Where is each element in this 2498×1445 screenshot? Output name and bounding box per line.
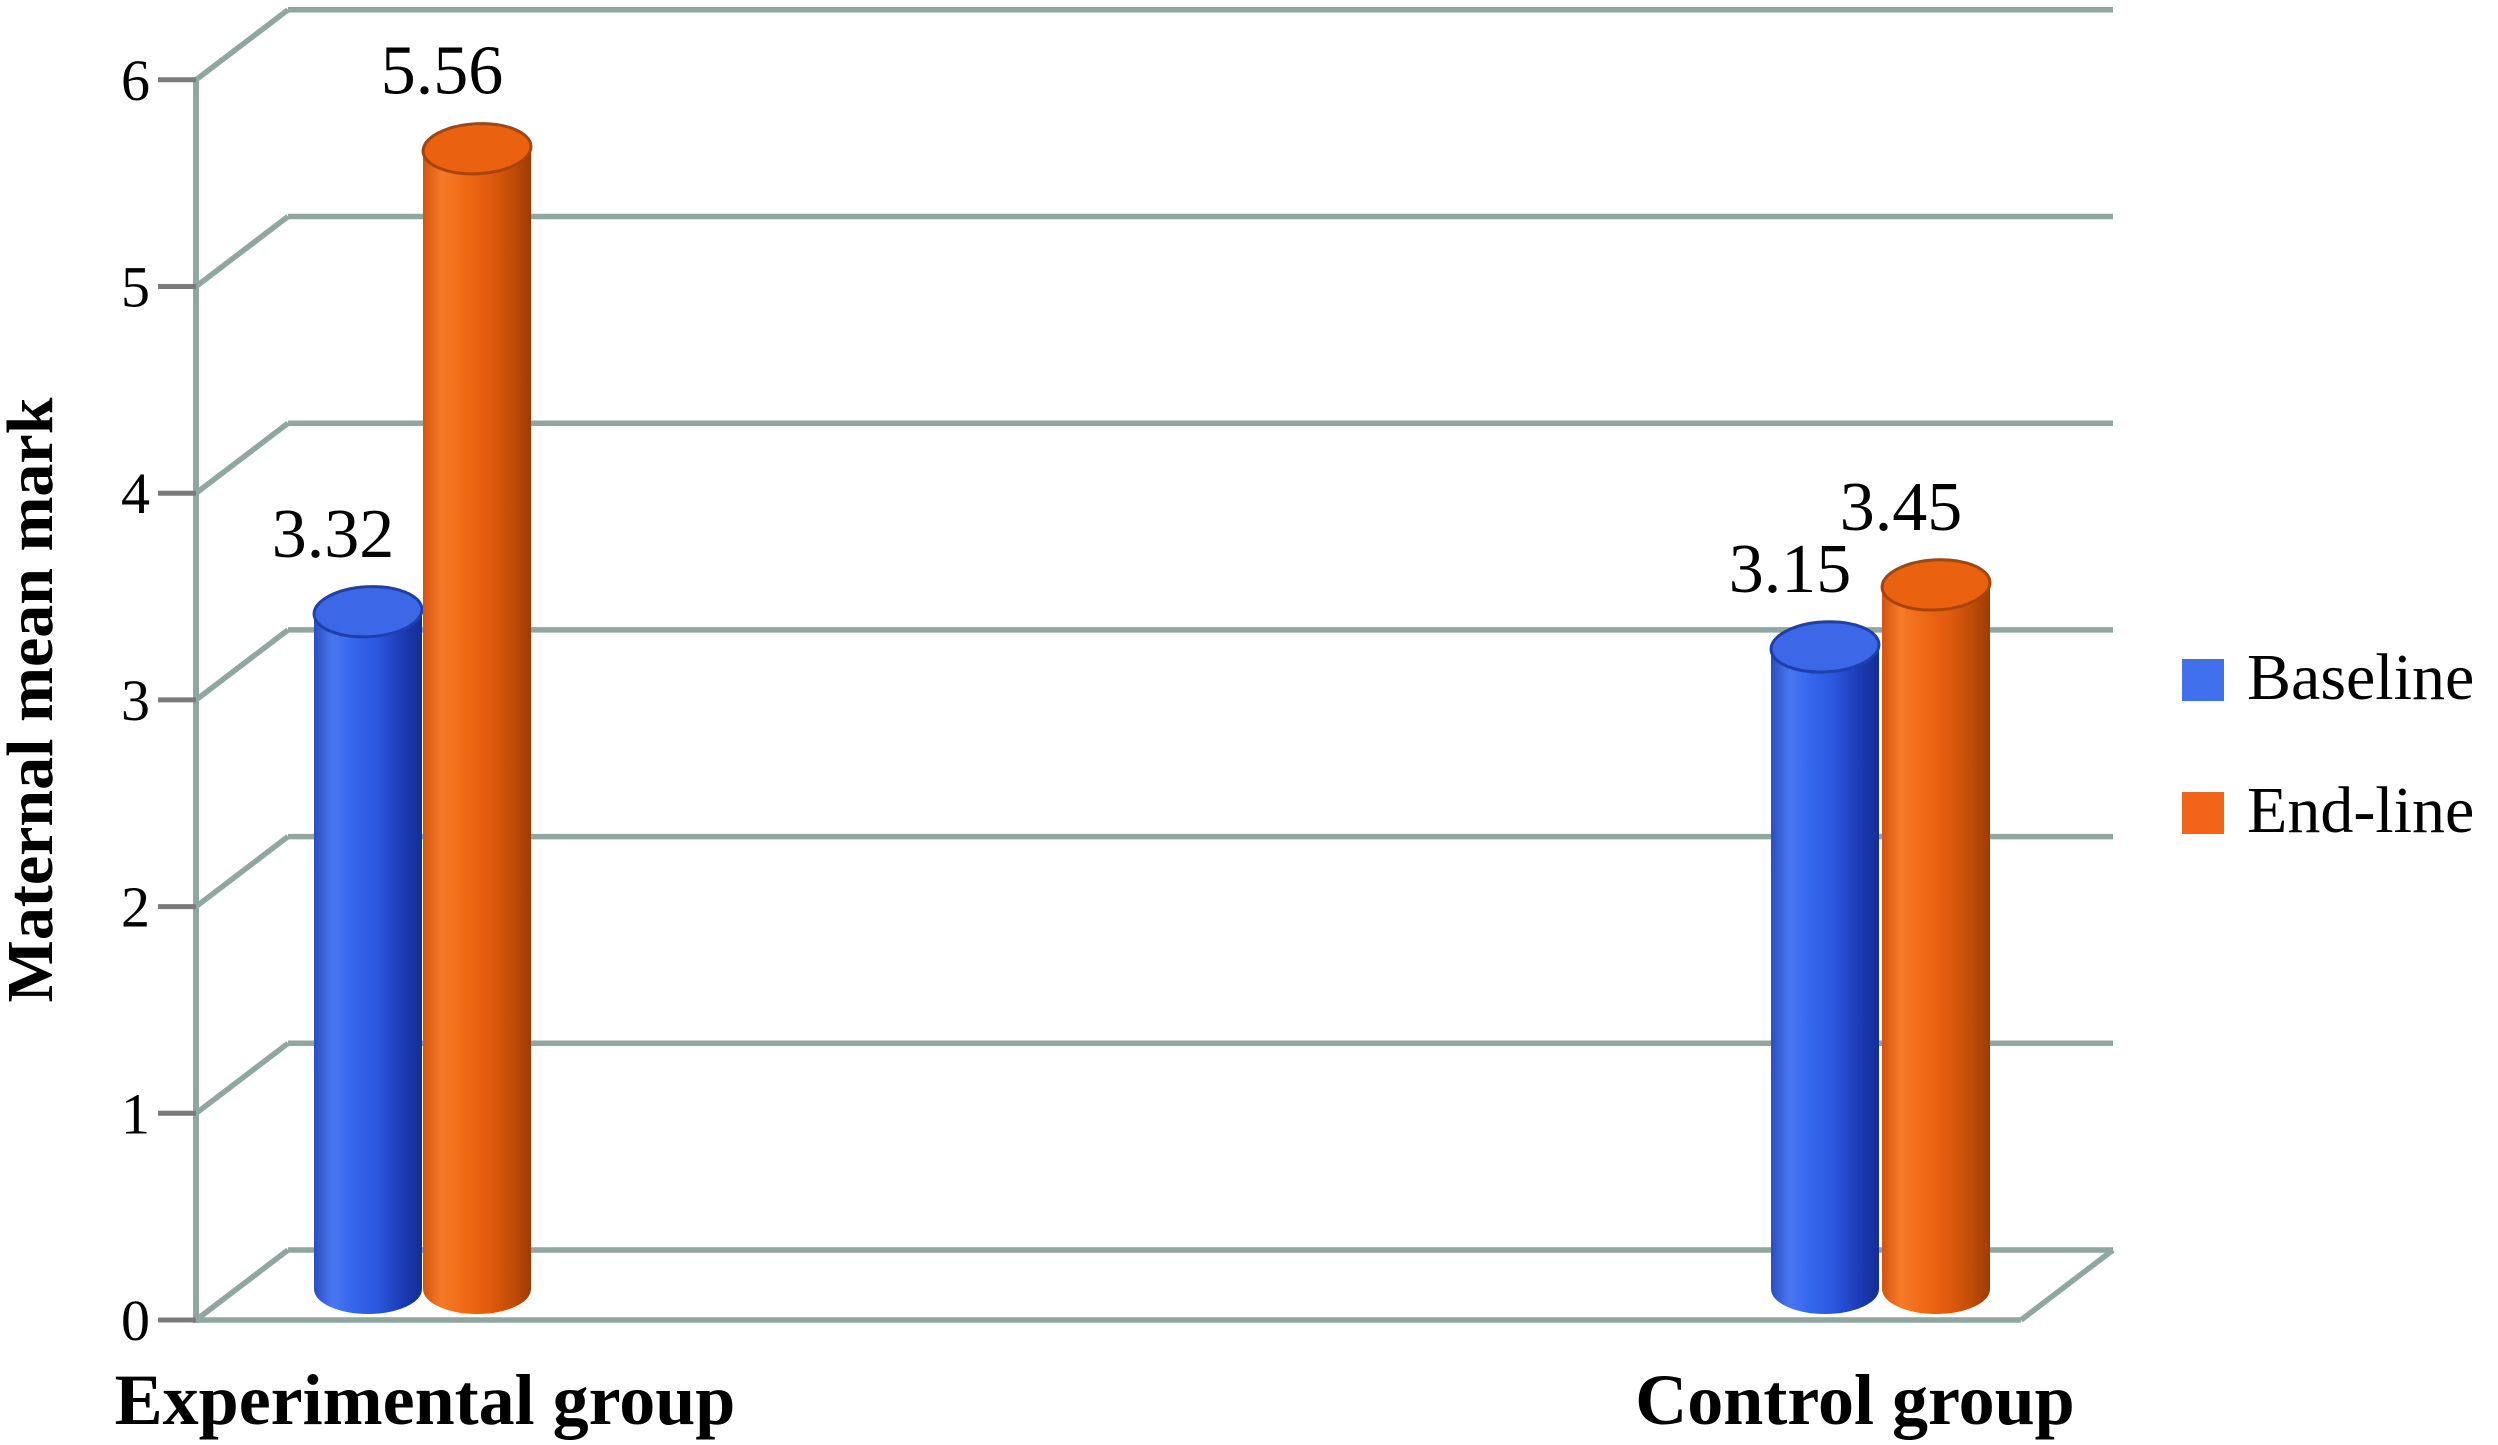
y-axis-title: Maternal mean mark (0, 397, 67, 1002)
data-label-5.56: 5.56 (381, 33, 504, 110)
data-label-3.15: 3.15 (1729, 531, 1852, 608)
category-label-experimental: Experimental group (115, 1360, 736, 1440)
y-axis: 0 1 2 3 4 5 6 (121, 48, 199, 1353)
legend-label-baseline: Baseline (2247, 641, 2474, 714)
legend-item-baseline: Baseline (2182, 641, 2474, 714)
legend-label-endline: End-line (2247, 774, 2474, 847)
bar-cylinder-endline-control (1880, 558, 1992, 1314)
gridline-diagonal-0 (194, 1247, 290, 1323)
legend: Baseline End-line (2182, 641, 2474, 847)
cylinder-top (1880, 558, 1992, 612)
bar-cylinder-endline-experimental (421, 122, 533, 1314)
y-tick-label-3: 3 (121, 668, 150, 733)
legend-item-endline: End-line (2182, 774, 2474, 847)
data-label-3.45: 3.45 (1840, 469, 1963, 546)
legend-swatch-baseline-icon (2182, 659, 2224, 701)
y-tick-label-0: 0 (121, 1288, 150, 1353)
y-tick-label-4: 4 (121, 461, 150, 526)
data-labels: 3.32 3.15 5.56 3.45 (272, 33, 1963, 608)
gridline-diagonal-2 (194, 834, 290, 909)
y-tick-label-6: 6 (121, 48, 150, 113)
cylinder-top (1769, 620, 1881, 674)
gridline-diagonal-3 (194, 627, 290, 703)
legend-swatch-endline-icon (2182, 792, 2224, 834)
cylinder-top (421, 122, 533, 176)
gridline-diagonal-6 (194, 7, 290, 82)
cylinder-body (1771, 646, 1879, 1289)
data-label-3.32: 3.32 (272, 496, 395, 573)
cylinder-body (1882, 584, 1990, 1289)
cylinder-body (314, 611, 422, 1289)
bar-cylinders (312, 122, 1992, 1314)
floor-right-edge (2019, 1247, 2115, 1323)
gridlines (194, 7, 2113, 1323)
bar-cylinder-baseline-control (1769, 620, 1881, 1314)
category-label-control: Control group (1635, 1360, 2074, 1440)
chart-floor (193, 1247, 2115, 1323)
gridline-diagonal-1 (194, 1041, 290, 1116)
cylinder-body (423, 148, 531, 1289)
gridline-diagonal-5 (194, 214, 290, 289)
gridline-diagonal-4 (194, 421, 290, 496)
y-tick-label-1: 1 (121, 1081, 150, 1146)
cylinder-top (312, 585, 424, 639)
y-tick-label-5: 5 (121, 255, 150, 320)
bar-cylinder-baseline-experimental (312, 585, 424, 1314)
y-tick-label-2: 2 (121, 875, 150, 940)
